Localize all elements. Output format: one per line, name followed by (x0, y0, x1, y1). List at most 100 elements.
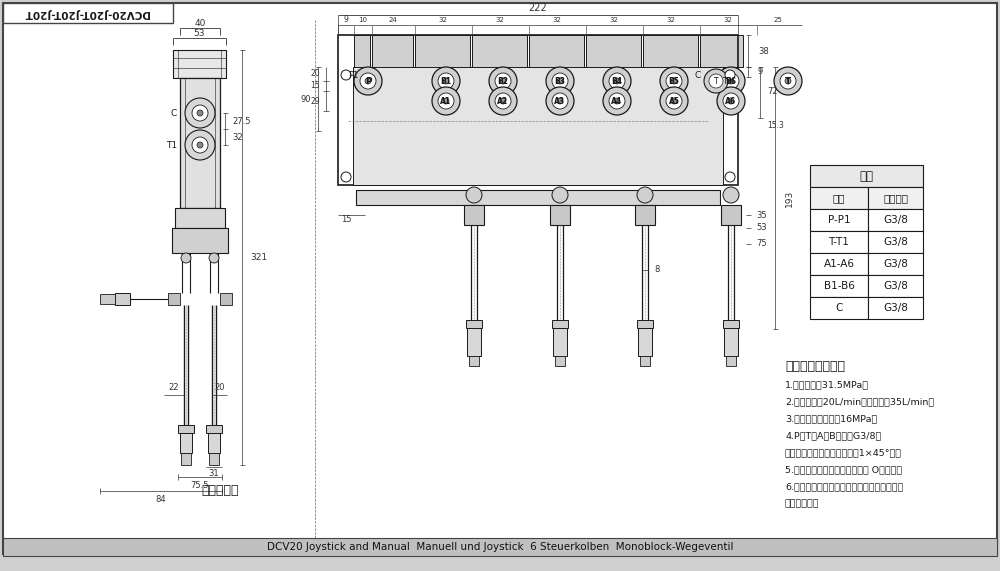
Text: 32: 32 (724, 17, 732, 23)
Circle shape (723, 73, 739, 89)
Circle shape (341, 172, 351, 182)
Bar (635, 205, 655, 225)
Text: P1: P1 (348, 70, 358, 79)
Circle shape (181, 253, 191, 263)
Bar (372, 35, 413, 67)
Bar (178, 425, 194, 433)
Bar (100, 294, 115, 304)
Text: G3/8: G3/8 (883, 303, 908, 313)
Text: 24: 24 (389, 17, 397, 23)
Bar (552, 320, 568, 328)
Bar (220, 293, 232, 305)
Bar (466, 320, 482, 328)
Bar (810, 253, 868, 275)
Bar (469, 356, 479, 366)
Bar (173, 50, 226, 78)
Text: 液压原理图: 液压原理图 (201, 484, 239, 497)
Circle shape (704, 69, 728, 93)
Text: 31: 31 (209, 468, 219, 477)
Text: 53: 53 (756, 223, 767, 232)
Text: 32: 32 (439, 17, 447, 23)
Circle shape (671, 98, 677, 104)
Text: G3/8: G3/8 (883, 237, 908, 247)
Text: 2.额定流量：20L/min。最大流量35L/min；: 2.额定流量：20L/min。最大流量35L/min； (785, 397, 934, 406)
Circle shape (666, 73, 682, 89)
Text: 接口: 接口 (833, 193, 845, 203)
Bar (721, 205, 741, 225)
Bar (586, 35, 641, 67)
Text: 25: 25 (774, 17, 782, 23)
Bar (180, 433, 192, 453)
Circle shape (725, 172, 735, 182)
Text: 15: 15 (341, 215, 351, 224)
Text: 20: 20 (310, 70, 320, 78)
Bar (724, 328, 738, 356)
Circle shape (552, 187, 568, 203)
Text: A2: A2 (497, 96, 509, 106)
Circle shape (717, 87, 745, 115)
Bar (181, 453, 191, 465)
Bar (172, 228, 228, 253)
Circle shape (546, 67, 574, 95)
Text: 75.5: 75.5 (191, 481, 209, 489)
Text: DCV20 Joystick and Manual  Manuell und Joystick  6 Steuerkolben  Monoblock-Wegev: DCV20 Joystick and Manual Manuell und Jo… (267, 542, 733, 552)
Bar (356, 190, 720, 205)
Bar (726, 356, 736, 366)
Text: G3/8: G3/8 (883, 215, 908, 225)
Text: 35: 35 (756, 211, 767, 219)
Text: 15: 15 (310, 82, 320, 90)
Circle shape (557, 98, 563, 104)
Bar (868, 275, 923, 297)
Text: B1: B1 (440, 77, 452, 86)
Bar (637, 320, 653, 328)
Bar (3, 3, 173, 23)
Text: T: T (785, 77, 791, 86)
Bar (810, 275, 868, 297)
Bar (868, 253, 923, 275)
Text: C: C (171, 108, 177, 118)
Bar (555, 356, 565, 366)
Text: 8: 8 (654, 266, 660, 275)
Text: A1: A1 (440, 96, 452, 106)
Circle shape (495, 93, 511, 109)
Circle shape (365, 78, 371, 84)
Text: 6.阀体表面磷化处理，安全阀及螺旋锡锯，支: 6.阀体表面磷化处理，安全阀及螺旋锡锯，支 (785, 482, 903, 491)
Bar (868, 209, 923, 231)
Circle shape (603, 87, 631, 115)
Text: B4: B4 (612, 77, 622, 86)
Bar (209, 453, 219, 465)
Text: 32: 32 (232, 132, 243, 142)
Text: 84: 84 (156, 494, 166, 504)
Circle shape (438, 93, 454, 109)
Bar (550, 205, 570, 225)
Circle shape (725, 70, 735, 80)
Text: 9: 9 (344, 15, 348, 25)
Bar (643, 35, 698, 67)
Circle shape (489, 67, 517, 95)
Bar (472, 35, 527, 67)
Circle shape (660, 67, 688, 95)
Bar (723, 320, 739, 328)
Circle shape (609, 73, 625, 89)
Text: B1-B6: B1-B6 (824, 281, 854, 291)
Circle shape (197, 142, 203, 148)
Text: 10: 10 (358, 17, 368, 23)
Bar (810, 165, 923, 187)
Text: C: C (695, 70, 701, 79)
Text: 40: 40 (194, 18, 206, 27)
Bar (810, 209, 868, 231)
Circle shape (728, 78, 734, 84)
Text: 1.额定压力：31.5MPa；: 1.额定压力：31.5MPa； (785, 380, 869, 389)
Circle shape (432, 87, 460, 115)
Text: B3: B3 (554, 77, 566, 86)
Circle shape (500, 98, 506, 104)
Text: 90: 90 (300, 94, 311, 103)
Text: 螺纹规格: 螺纹规格 (883, 193, 908, 203)
Bar (354, 35, 370, 67)
Bar (415, 35, 470, 67)
Bar (467, 328, 481, 356)
Text: 53: 53 (194, 29, 205, 38)
Circle shape (785, 78, 791, 84)
Circle shape (671, 78, 677, 84)
Circle shape (666, 93, 682, 109)
